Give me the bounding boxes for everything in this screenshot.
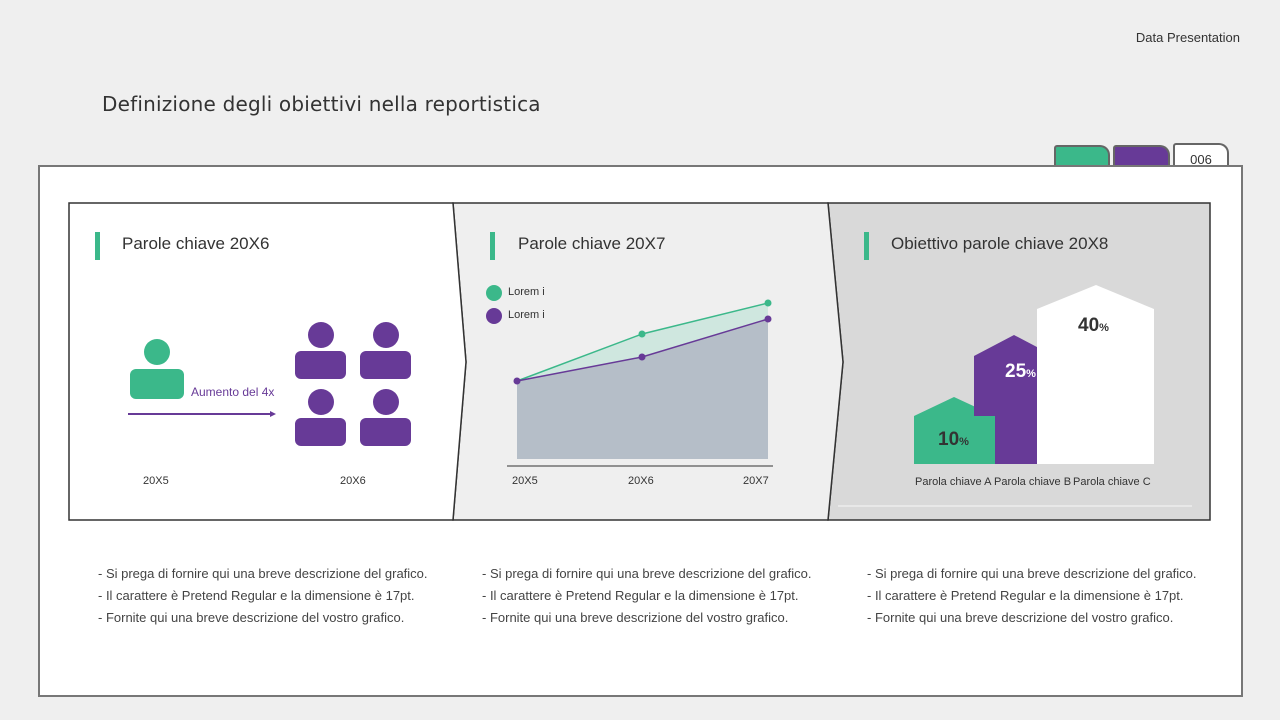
description-3: - Si prega di fornire qui una breve desc…: [867, 566, 1197, 625]
accent-bar: [95, 232, 100, 260]
bar-label: Parola chiave B: [994, 476, 1072, 488]
arrow-head-icon: [270, 411, 276, 417]
page-number-tab: 006: [1173, 143, 1229, 167]
card-title: Parole chiave 20X6: [122, 234, 270, 253]
tab-green[interactable]: [1054, 145, 1110, 167]
page-title: Definizione degli obiettivi nella report…: [102, 92, 541, 116]
card-title: Obiettivo parole chiave 20X8: [891, 234, 1109, 253]
bar-label: Parola chiave C: [1073, 476, 1151, 488]
cards-background: [68, 202, 1211, 521]
tab-purple[interactable]: [1113, 145, 1170, 167]
accent-bar: [864, 232, 869, 260]
bar-value: 10%: [938, 429, 969, 450]
brand-label: Data Presentation: [1135, 30, 1240, 45]
legend-dot-green: [486, 285, 502, 301]
description-2: - Si prega di fornire qui una breve desc…: [482, 566, 812, 625]
from-year-label: 20X5: [143, 475, 169, 487]
card-title: Parole chiave 20X7: [518, 234, 666, 253]
legend-label: Lorem i: [508, 286, 545, 298]
arrow-label: Aumento del 4x: [191, 385, 275, 399]
person-icon-single: [130, 339, 184, 399]
x-tick-label: 20X7: [743, 475, 769, 487]
bar-value: 40%: [1078, 315, 1109, 336]
description-1: - Si prega di fornire qui una breve desc…: [98, 566, 428, 625]
x-tick-label: 20X6: [628, 475, 654, 487]
bar-chart: [914, 285, 1154, 464]
bar-value: 25%: [1005, 361, 1036, 382]
person-icons-group: [295, 322, 411, 446]
bar-label: Parola chiave A: [915, 476, 992, 488]
area-chart: [486, 285, 773, 467]
accent-bar: [490, 232, 495, 260]
to-year-label: 20X6: [340, 475, 366, 487]
cards-row: Parole chiave 20X6 Aumento del 4x 20X5 2…: [68, 202, 1212, 522]
x-tick-label: 20X5: [512, 475, 538, 487]
legend-dot-purple: [486, 308, 502, 324]
legend-label: Lorem i: [508, 309, 545, 321]
